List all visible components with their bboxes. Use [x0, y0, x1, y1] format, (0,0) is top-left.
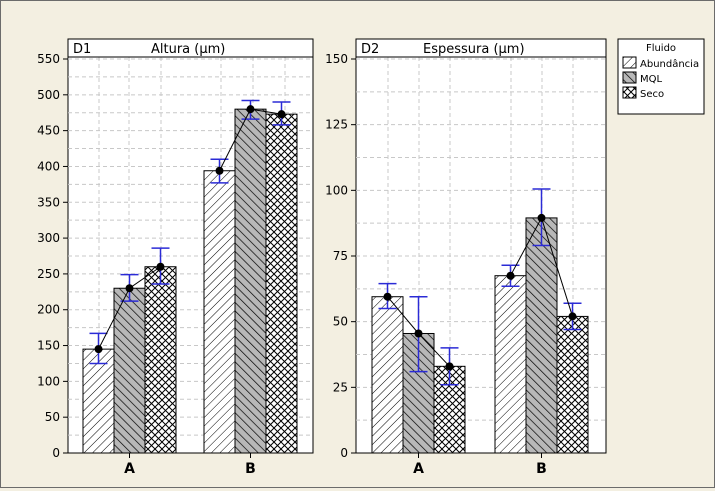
legend-swatch-abundancia: [622, 56, 637, 69]
bar-A-MQL: [113, 287, 146, 454]
bar-B-MQL: [234, 108, 267, 454]
means-d1: [94, 105, 286, 354]
panel-title-d1: Altura (µm): [151, 42, 225, 57]
mean-point: [383, 292, 392, 301]
mean-point: [537, 213, 546, 222]
mean-point: [414, 329, 423, 338]
legend-swatch-mql: [622, 71, 637, 84]
mean-point: [246, 105, 255, 114]
legend-title: Fluido: [646, 43, 676, 54]
bar-B-Abundância: [203, 170, 236, 454]
y-tick-label: 150: [37, 339, 60, 353]
y-tick-label: 100: [37, 374, 60, 388]
y-tick-label: 0: [52, 446, 60, 460]
legend: Fluido Abundância MQL Seco: [617, 38, 705, 115]
mean-point: [125, 284, 134, 293]
y-ticks-d2: 0 25 50 75 100 125 150: [325, 52, 356, 460]
x-tick-label-B: B: [536, 461, 547, 477]
mean-point: [277, 110, 286, 119]
y-tick-label: 350: [37, 195, 60, 209]
bar-A-Seco: [144, 266, 177, 454]
y-tick-label: 125: [325, 118, 348, 132]
x-tick-label-B: B: [245, 461, 256, 477]
panel-label-d1: D1: [73, 42, 91, 57]
legend-label-mql: MQL: [640, 74, 662, 85]
mean-point: [156, 262, 165, 271]
y-tick-label: 550: [37, 52, 60, 66]
means-d2: [383, 213, 577, 371]
bar-A-Abundância: [82, 348, 115, 454]
bar-B-MQL: [525, 217, 558, 454]
y-tick-label: 50: [333, 315, 348, 329]
mean-point: [445, 362, 454, 371]
mean-point: [506, 271, 515, 280]
y-tick-label: 150: [325, 52, 348, 66]
y-tick-label: 250: [37, 267, 60, 281]
legend-label-abundancia: Abundância: [640, 58, 699, 70]
x-tick-label-A: A: [124, 461, 135, 477]
mean-point: [568, 312, 577, 321]
y-tick-label: 400: [37, 159, 60, 173]
legend-label-seco: Seco: [640, 89, 664, 100]
bar-B-Seco: [556, 315, 589, 454]
x-tick-label-A: A: [413, 461, 424, 477]
bar-B-Abundância: [494, 275, 527, 454]
y-tick-label: 50: [45, 410, 60, 424]
y-tick-label: 25: [333, 380, 348, 394]
bar-B-Seco: [265, 113, 298, 454]
y-tick-label: 200: [37, 303, 60, 317]
panel-title-d2: Espessura (µm): [423, 42, 525, 57]
y-tick-label: 500: [37, 88, 60, 102]
y-tick-label: 0: [340, 446, 348, 460]
y-tick-label: 450: [37, 124, 60, 138]
bar-A-Abundância: [371, 296, 404, 454]
legend-swatch-seco: [622, 86, 637, 99]
panel-label-d2: D2: [361, 42, 379, 57]
y-tick-label: 300: [37, 231, 60, 245]
y-tick-label: 75: [333, 249, 348, 263]
mean-point: [94, 345, 103, 354]
bars-d1: [82, 108, 298, 454]
mean-point: [215, 166, 224, 175]
y-tick-label: 100: [325, 183, 348, 197]
y-ticks-d1: 0 50 100 150 200 250 300 350 400 450 500 550: [37, 52, 68, 460]
